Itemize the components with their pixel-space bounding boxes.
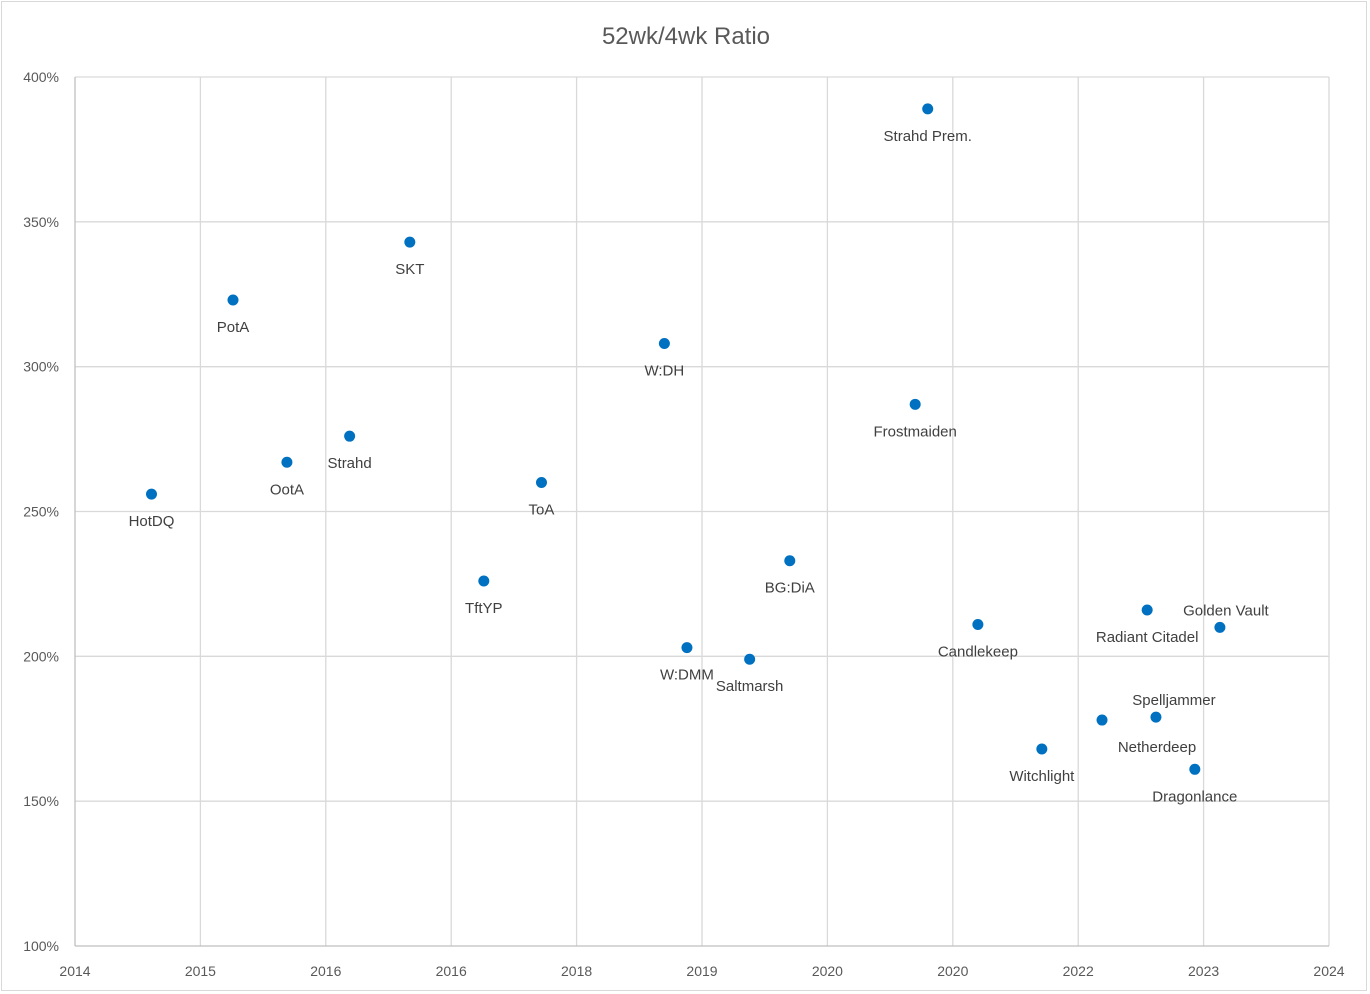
data-point <box>972 618 984 630</box>
y-axis-tick-labels: 100% 150% 200% 250% 300% 350% 400% <box>23 69 59 954</box>
x-axis-tick-labels: 2014 2015 2016 2016 2018 2019 2020 2020 2022 2023… <box>59 963 1344 979</box>
data-label: PotA <box>217 319 250 336</box>
data-point <box>404 236 416 248</box>
x-tick-label: 2014 <box>59 963 90 979</box>
data-point <box>1189 763 1201 775</box>
y-tick-label: 150% <box>23 793 59 809</box>
data-point <box>1150 711 1162 723</box>
data-label: OotA <box>270 481 304 498</box>
axes <box>74 77 1329 947</box>
data-point <box>1214 621 1226 633</box>
x-tick-label: 2016 <box>436 963 467 979</box>
data-label: Spelljammer <box>1132 692 1215 709</box>
data-label: BG:DiA <box>765 580 815 597</box>
x-tick-label: 2020 <box>812 963 843 979</box>
data-label: HotDQ <box>129 513 175 530</box>
data-point <box>784 555 796 567</box>
plot-area: 100%150%200%250%300%350%400% 2014 2015 201… <box>23 69 1345 979</box>
y-tick-label: 100% <box>23 938 59 954</box>
x-tick-label: 2022 <box>1063 963 1094 979</box>
x-tick-label: 2018 <box>561 963 592 979</box>
data-labels: HotDQPotAOotAStrahdSKTTftYPToAW:DHW:DMMS… <box>129 128 1270 805</box>
data-label: Witchlight <box>1009 768 1075 785</box>
x-tick-label: 2024 <box>1313 963 1344 979</box>
data-points <box>145 103 1226 775</box>
data-point <box>922 103 934 115</box>
data-point <box>1141 604 1153 616</box>
data-label: Saltmarsh <box>716 678 784 695</box>
data-label: Frostmaiden <box>873 423 956 440</box>
data-point <box>145 488 157 500</box>
data-label: Radiant Citadel <box>1096 629 1199 646</box>
data-label: SKT <box>395 261 424 278</box>
data-point <box>1036 743 1048 755</box>
data-label: Dragonlance <box>1152 788 1237 805</box>
gridlines <box>75 76 1330 946</box>
data-label: W:DH <box>645 362 685 379</box>
data-point <box>227 294 239 306</box>
y-tick-label: 300% <box>23 359 59 375</box>
x-tick-label: 2016 <box>310 963 341 979</box>
data-point <box>344 430 356 442</box>
data-label: ToA <box>529 502 555 519</box>
x-tick-label: 2023 <box>1188 963 1219 979</box>
y-tick-label: 350% <box>23 214 59 230</box>
data-point <box>281 456 293 468</box>
data-label: Netherdeep <box>1118 739 1196 756</box>
data-label: Candlekeep <box>938 643 1018 660</box>
data-point <box>658 337 670 349</box>
x-tick-label: 2020 <box>937 963 968 979</box>
data-label: W:DMM <box>660 667 714 684</box>
data-label: TftYP <box>465 600 503 617</box>
data-point <box>909 398 921 410</box>
data-label: Golden Vault <box>1183 602 1269 619</box>
data-label: Strahd <box>328 455 372 472</box>
data-point <box>681 642 693 654</box>
y-tick-label: 400% <box>23 69 59 85</box>
data-point <box>744 653 756 665</box>
data-point <box>478 575 490 587</box>
data-label: Strahd Prem. <box>884 128 972 145</box>
data-point <box>535 477 547 489</box>
chart-title: 52wk/4wk Ratio <box>602 23 770 50</box>
y-tick-label: 200% <box>23 648 59 664</box>
y-tick-label: 250% <box>23 504 59 520</box>
data-point <box>1096 714 1108 726</box>
x-tick-label: 2015 <box>185 963 216 979</box>
x-tick-label: 2019 <box>686 963 717 979</box>
